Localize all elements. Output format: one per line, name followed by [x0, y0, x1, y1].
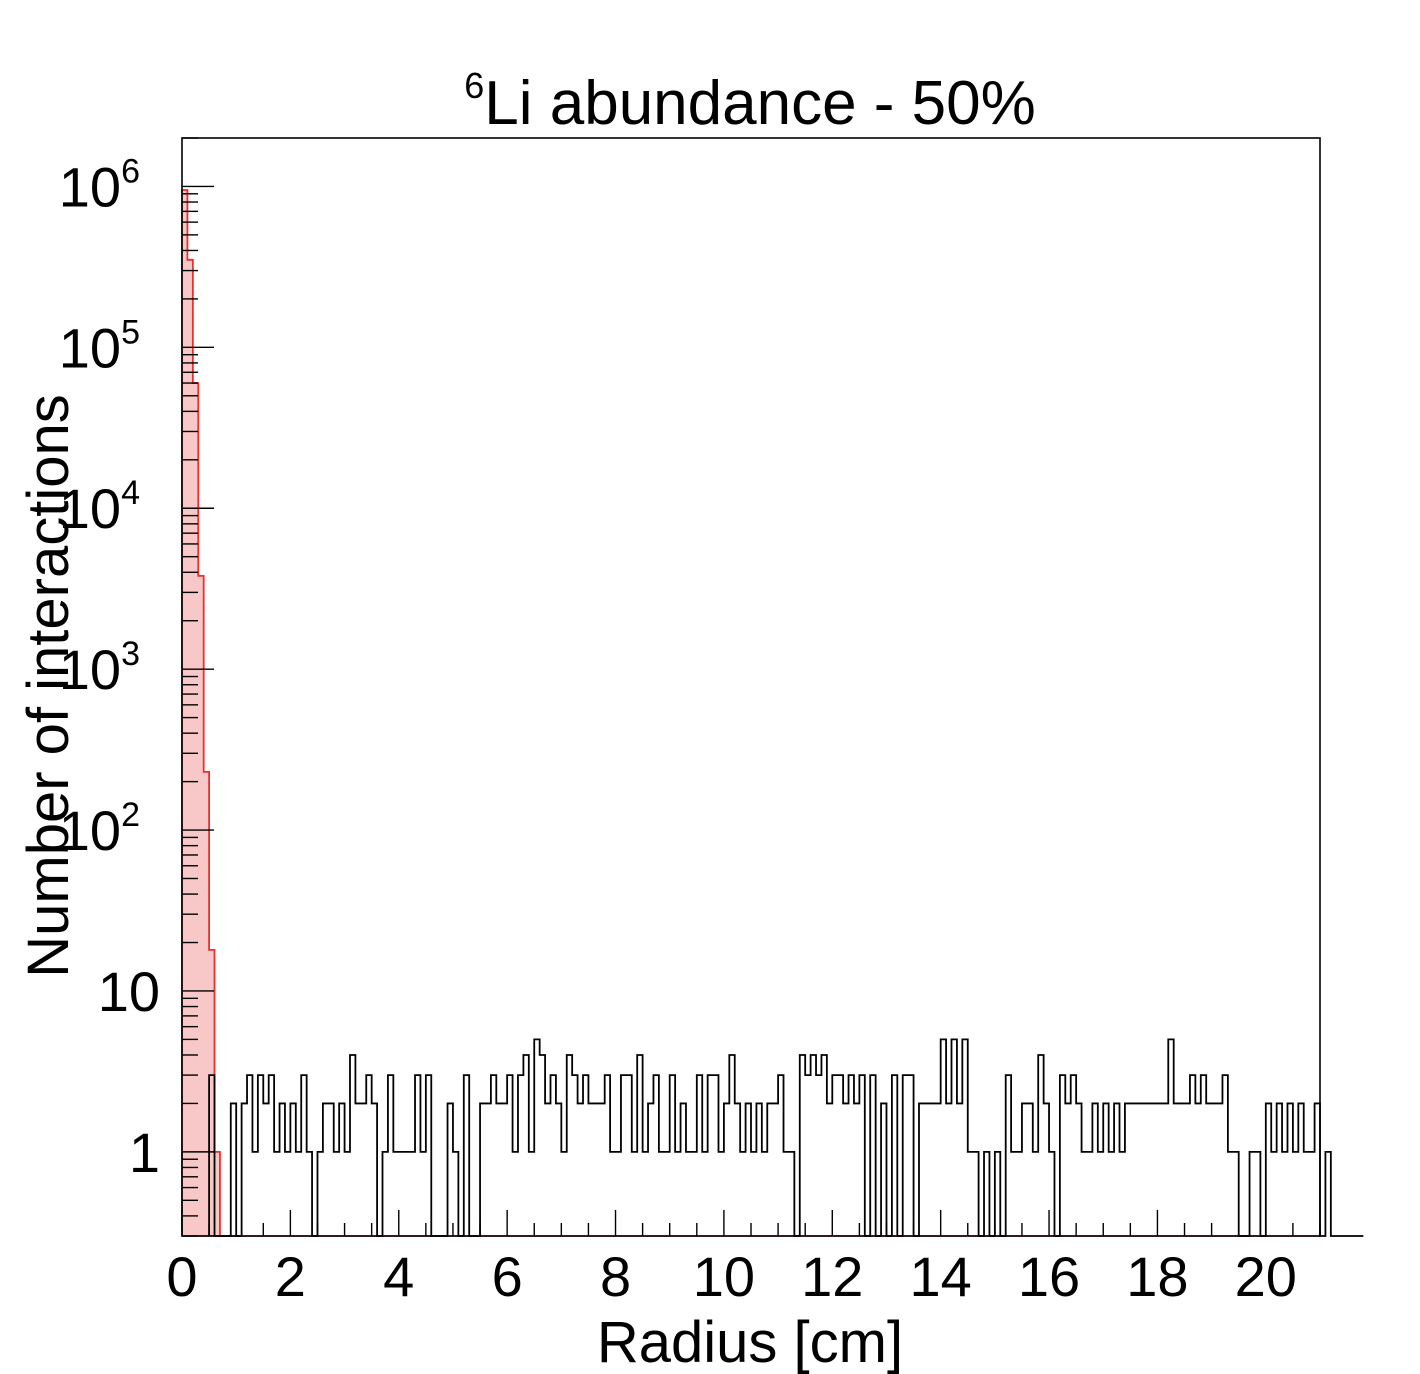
y-tick-label: 102	[59, 796, 140, 862]
title-superscript: 6	[464, 65, 484, 106]
y-tick-label: 104	[59, 474, 140, 540]
series-fill	[182, 190, 237, 1236]
x-tick-label: 20	[1235, 1245, 1297, 1308]
series-line	[208, 1038, 1364, 1237]
tick-layer: 0 2 4 6 8 10 12 14 16 18 20 1 10 102 103 104 105 106	[59, 137, 1321, 1308]
x-tick-label: 6	[492, 1245, 523, 1308]
series-layer	[181, 189, 1364, 1237]
y-tick-label: 1	[129, 1121, 160, 1184]
x-tick-label: 10	[693, 1245, 755, 1308]
x-axis-label: Radius [cm]	[597, 1310, 903, 1374]
x-tick-label: 18	[1126, 1245, 1188, 1308]
y-tick-label: 10	[98, 960, 160, 1023]
y-axis-label: Number of interactions	[16, 394, 81, 977]
y-tick-label: 105	[59, 313, 140, 379]
x-tick-label: 12	[801, 1245, 863, 1308]
x-tick-label: 8	[600, 1245, 631, 1308]
x-tick-label: 0	[166, 1245, 197, 1308]
x-tick-label: 16	[1018, 1245, 1080, 1308]
x-tick-label: 2	[275, 1245, 306, 1308]
chart-title: 6Li abundance - 50%	[464, 65, 1036, 138]
x-tick-label: 14	[910, 1245, 972, 1308]
y-tick-label: 103	[59, 635, 140, 701]
y-tick-label: 106	[59, 152, 140, 218]
plot-frame	[181, 137, 1321, 1237]
title-text: Li abundance - 50%	[484, 69, 1036, 138]
x-tick-label: 4	[383, 1245, 414, 1308]
